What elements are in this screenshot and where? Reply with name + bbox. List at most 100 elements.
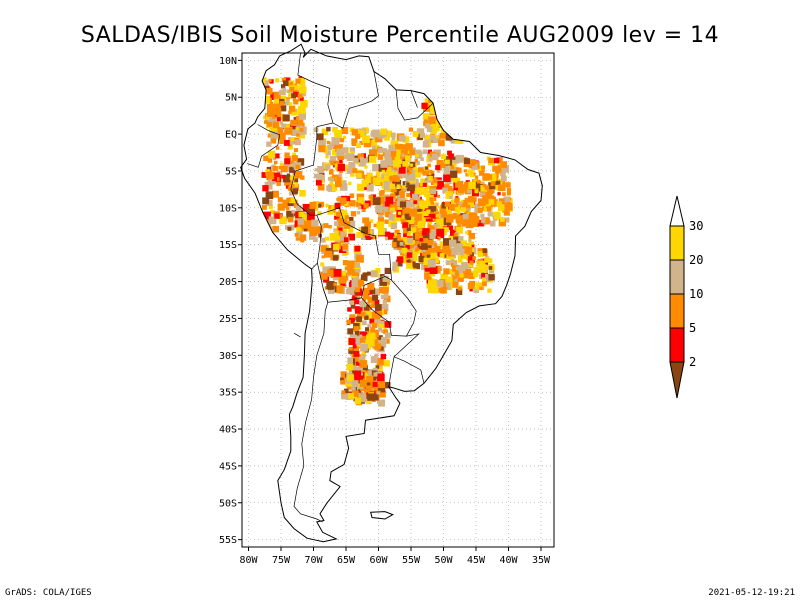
percentile-cell	[262, 185, 269, 192]
percentile-cell	[435, 182, 443, 190]
percentile-cell	[316, 133, 324, 141]
percentile-cell	[407, 259, 411, 263]
percentile-cell	[265, 191, 274, 199]
percentile-cell	[472, 221, 479, 227]
percentile-cell	[446, 254, 452, 260]
percentile-cell	[321, 255, 325, 259]
percentile-cell	[426, 151, 433, 158]
percentile-cell	[351, 296, 360, 305]
percentile-cell	[340, 231, 346, 237]
percentile-cell	[320, 262, 325, 267]
percentile-cell	[384, 175, 390, 181]
percentile-cell	[357, 296, 361, 300]
percentile-cell	[359, 372, 363, 376]
percentile-cell	[464, 208, 469, 213]
percentile-cell	[468, 263, 473, 268]
percentile-cell	[327, 177, 332, 181]
percentile-cell	[423, 251, 427, 256]
percentile-cell	[401, 247, 408, 254]
percentile-cell	[463, 253, 467, 257]
percentile-cell	[416, 128, 425, 136]
percentile-cell	[378, 164, 387, 172]
percentile-cell	[311, 219, 319, 227]
percentile-cell	[428, 176, 433, 181]
percentile-cell	[488, 266, 493, 270]
percentile-cell	[467, 200, 475, 207]
percentile-cell	[425, 185, 430, 190]
percentile-cell	[275, 177, 280, 182]
percentile-cell	[288, 110, 292, 114]
percentile-cell	[423, 180, 428, 184]
percentile-cell	[448, 225, 454, 230]
percentile-cell	[467, 169, 474, 176]
y-tick-label: 15S	[219, 240, 237, 251]
percentile-cell	[423, 257, 431, 266]
percentile-cell	[262, 197, 270, 205]
percentile-cell	[410, 244, 415, 249]
percentile-cell	[452, 264, 459, 272]
percentile-cell	[414, 193, 419, 198]
percentile-cell	[269, 127, 278, 135]
percentile-cell	[483, 265, 488, 270]
percentile-cell	[407, 200, 415, 208]
percentile-cell	[409, 150, 414, 154]
percentile-cell	[276, 117, 281, 122]
percentile-cell	[353, 373, 361, 382]
percentile-cell	[380, 160, 388, 168]
percentile-cell	[498, 219, 506, 227]
percentile-cell	[478, 260, 486, 268]
percentile-cell	[482, 195, 489, 202]
percentile-cell	[393, 169, 402, 177]
percentile-cell	[432, 197, 437, 202]
percentile-cell	[400, 149, 408, 157]
percentile-cell	[470, 198, 474, 202]
percentile-cell	[381, 337, 387, 343]
percentile-cell	[393, 166, 398, 171]
percentile-cell	[398, 166, 406, 174]
percentile-cell	[394, 229, 400, 235]
percentile-cell	[432, 247, 439, 254]
percentile-cell	[418, 167, 423, 173]
percentile-cell	[377, 385, 386, 393]
percentile-cell	[292, 188, 298, 195]
percentile-cell	[377, 131, 385, 139]
percentile-cell	[342, 260, 349, 266]
percentile-cell	[372, 330, 380, 338]
percentile-cell	[405, 244, 410, 250]
graticule	[242, 53, 554, 547]
percentile-cell	[371, 393, 379, 401]
percentile-cell	[427, 120, 436, 128]
y-tick-label: 5N	[225, 93, 237, 104]
percentile-cell	[376, 358, 384, 366]
percentile-cell	[421, 247, 427, 253]
percentile-cell	[368, 200, 374, 206]
percentile-cell	[383, 360, 390, 367]
percentile-cell	[281, 123, 286, 129]
percentile-cell	[379, 323, 384, 329]
percentile-cell	[361, 226, 368, 234]
percentile-cell	[406, 262, 413, 269]
percentile-cell	[447, 286, 451, 290]
percentile-cell	[500, 217, 505, 222]
percentile-cell	[348, 338, 356, 345]
percentile-cell	[348, 392, 354, 399]
percentile-cell	[276, 182, 281, 186]
percentile-cell	[493, 201, 498, 207]
percentile-cell	[358, 356, 366, 363]
percentile-cell	[489, 268, 495, 274]
percentile-cell	[394, 143, 403, 152]
percentile-cell	[481, 169, 485, 173]
percentile-cell	[394, 179, 402, 187]
percentile-cell	[435, 252, 439, 256]
colorbar-label: 30	[689, 219, 703, 233]
percentile-cell	[294, 139, 301, 146]
percentile-cell	[396, 149, 404, 157]
border-line	[388, 356, 395, 388]
percentile-cell	[458, 258, 463, 263]
percentile-cell	[436, 245, 441, 250]
percentile-cell	[354, 338, 362, 346]
percentile-cell	[278, 132, 286, 141]
percentile-cell	[333, 228, 338, 233]
percentile-cell	[376, 391, 380, 395]
percentile-cell	[392, 261, 398, 267]
